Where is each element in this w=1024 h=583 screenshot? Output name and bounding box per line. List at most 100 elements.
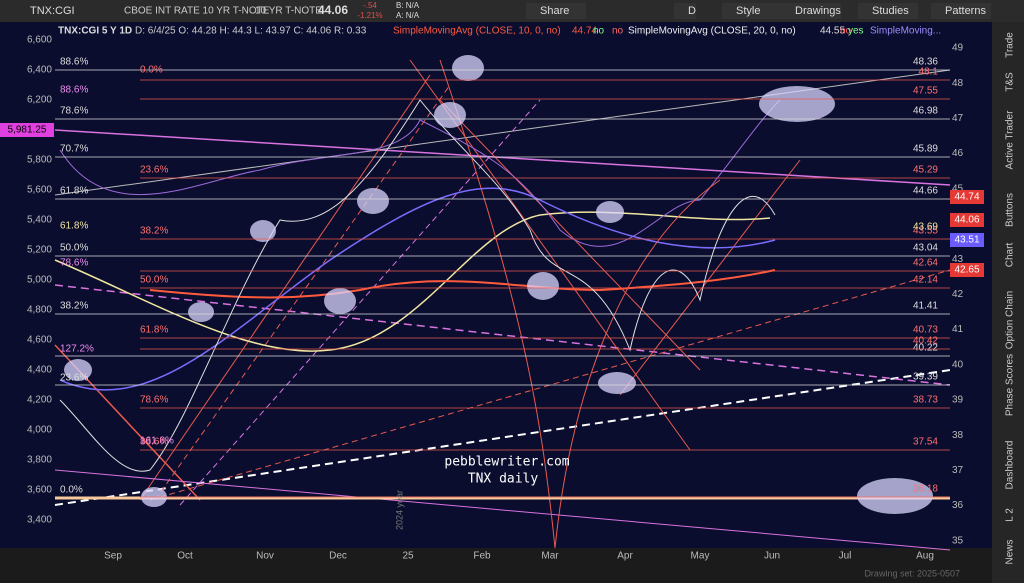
x-axis-label: Apr [617, 551, 633, 562]
sidebar [992, 22, 1024, 583]
change-pct: -1.21% [357, 11, 382, 20]
x-axis-label: Aug [916, 551, 934, 562]
flag: no [612, 26, 624, 37]
sidebar-tab[interactable]: Phase Scores [1005, 354, 1016, 416]
left-axis-label: 5,400 [27, 215, 52, 226]
level-label: 47.55 [913, 86, 938, 97]
toolbar-button[interactable] [722, 3, 782, 19]
right-axis-label: 43 [952, 254, 964, 265]
year-marker: 2024 year [394, 490, 404, 530]
x-axis-label: May [691, 551, 710, 562]
right-axis-label: 49 [952, 43, 964, 54]
button-label: Drawings [795, 5, 841, 17]
price-tag [950, 213, 984, 227]
price-tag [950, 190, 984, 204]
description: CBOE INT RATE 10 YR T-NOTE [124, 6, 270, 17]
left-axis-label: 3,600 [27, 485, 52, 496]
left-axis-label: 5,800 [27, 155, 52, 166]
study: SimpleMovingAvg (CLOSE, 10, 0, no) [393, 26, 561, 37]
toolbar-button[interactable] [674, 3, 696, 19]
right-axis-label: 48 [952, 78, 964, 89]
last-price: 44.06 [318, 3, 348, 17]
fib-label: 88.6% [60, 57, 88, 68]
flag: yes [848, 26, 864, 37]
x-axis-label: Jul [839, 551, 852, 562]
sidebar-tab[interactable]: Buttons [1005, 193, 1016, 227]
level-label: 43.69 [913, 222, 938, 233]
fib-label: 0.0% [140, 65, 163, 76]
right-axis-label: 36 [952, 500, 964, 511]
price-tag-label: 5,981.25 [8, 125, 47, 136]
right-axis-label: 38 [952, 430, 964, 441]
level-label: 45.29 [913, 165, 938, 176]
right-axis-label: 41 [952, 324, 964, 335]
price-tag-label: 43.51 [954, 235, 979, 246]
level-label: 42.64 [913, 258, 938, 269]
price-tag [950, 233, 984, 247]
study-value: 44.55 [820, 26, 845, 37]
price-tag-label: 42.65 [954, 265, 979, 276]
left-axis-label: 5,200 [27, 245, 52, 256]
x-axis-label: Jun [764, 551, 780, 562]
right-axis-label: 40 [952, 359, 964, 370]
left-axis-label: 4,800 [27, 305, 52, 316]
ask: A: N/A [396, 11, 420, 20]
fib-label: 50.0% [140, 275, 168, 286]
fib-label: 88.6% [140, 437, 168, 448]
fib-label: 61.8% [60, 221, 88, 232]
left-axis-label: 5,000 [27, 275, 52, 286]
sidebar-tab[interactable]: L 2 [1005, 508, 1016, 522]
x-axis-label: 25 [402, 551, 414, 562]
study-value: 44.74 [572, 26, 597, 37]
right-axis-label: 42 [952, 289, 964, 300]
left-axis-label: 3,800 [27, 455, 52, 466]
sidebar-tab[interactable]: News [1005, 539, 1016, 564]
button-label: Share [540, 5, 569, 17]
x-axis-label: Oct [177, 551, 193, 562]
flag: no [840, 26, 852, 37]
level-label: 44.66 [913, 186, 938, 197]
toolbar-button[interactable] [858, 3, 918, 19]
level-label: 42.14 [913, 275, 938, 286]
sidebar-tab[interactable]: Active Trader [1005, 110, 1016, 170]
level-label: 48.1 [919, 67, 939, 78]
watermark: TNX daily [468, 472, 539, 487]
fib-label: 88.6% [60, 85, 88, 96]
sidebar-tab[interactable]: Dashboard [1005, 441, 1016, 490]
fib-label: 38.2% [140, 226, 168, 237]
sidebar-tab[interactable]: Option Chain [1005, 291, 1016, 349]
level-label: 45.89 [913, 144, 938, 155]
level-label: 43.55 [913, 226, 938, 237]
toolbar-button[interactable] [781, 3, 841, 19]
fib-label: 38.2% [60, 301, 88, 312]
right-axis-label: 39 [952, 395, 964, 406]
level-label: 38.73 [913, 395, 938, 406]
fib-label: 23.6% [60, 373, 88, 384]
sidebar-tab[interactable]: T&S [1005, 72, 1016, 92]
toolbar-button[interactable] [526, 3, 586, 19]
left-axis-label: 4,200 [27, 395, 52, 406]
bid: B: N/A [396, 1, 420, 10]
fib-label: 78.6% [140, 395, 168, 406]
time-axis [0, 548, 992, 583]
sidebar-tab[interactable]: Trade [1005, 32, 1016, 58]
right-axis-label: 35 [952, 535, 964, 546]
left-axis-label: 6,400 [27, 65, 52, 76]
fib-label: 61.8% [140, 325, 168, 336]
short-name: 10 YR T-NOTE [255, 6, 322, 17]
button-label: Studies [872, 5, 909, 17]
fib-label: 70.7% [60, 144, 88, 155]
toolbar-button[interactable] [931, 3, 991, 19]
study: SimpleMovingAvg (CLOSE, 20, 0, no) [628, 26, 796, 37]
x-axis-label: Feb [473, 551, 491, 562]
right-axis-label: 37 [952, 465, 964, 476]
left-axis-label: 4,600 [27, 335, 52, 346]
fib-label: 50.0% [60, 243, 88, 254]
level-label: 39.39 [913, 372, 938, 383]
x-axis-label: Dec [329, 551, 347, 562]
fib-label: 0.0% [60, 485, 83, 496]
watermark: pebblewriter.com [444, 455, 569, 470]
button-label: Style [736, 5, 760, 17]
sidebar-tab[interactable]: Chart [1005, 243, 1016, 268]
